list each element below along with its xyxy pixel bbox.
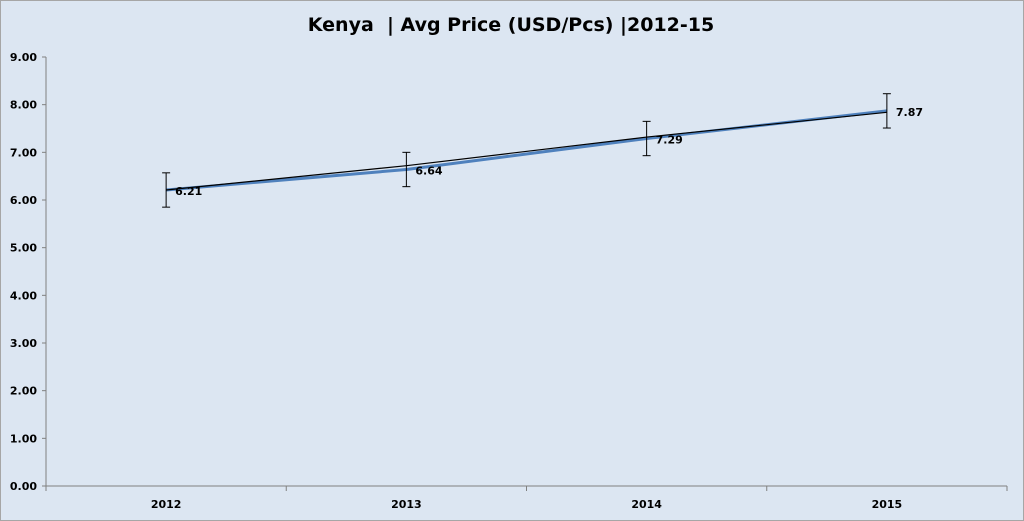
- chart-title: Kenya | Avg Price (USD/Pcs) |2012-15: [307, 14, 715, 36]
- x-tick-label: 2014: [631, 498, 662, 511]
- y-tick-label: 9.00: [10, 51, 37, 64]
- x-tick-label: 2013: [391, 498, 422, 511]
- x-tick-label: 2015: [872, 498, 903, 511]
- y-tick-label: 6.00: [10, 194, 37, 207]
- data-label: 7.29: [656, 134, 683, 147]
- data-label: 7.87: [896, 106, 923, 119]
- data-label: 6.64: [415, 164, 442, 177]
- y-tick-label: 4.00: [10, 289, 37, 302]
- y-tick-label: 2.00: [10, 385, 37, 398]
- series-line-avg-price: [165, 109, 888, 192]
- x-tick-label: 2012: [151, 498, 182, 511]
- y-tick-label: 1.00: [10, 432, 37, 445]
- series-line-trend: [166, 111, 887, 191]
- y-tick-label: 5.00: [10, 242, 37, 255]
- y-tick-label: 7.00: [10, 146, 37, 159]
- y-tick-label: 8.00: [10, 99, 37, 112]
- data-label: 6.21: [175, 185, 202, 198]
- y-tick-label: 0.00: [10, 480, 37, 493]
- y-tick-label: 3.00: [10, 337, 37, 350]
